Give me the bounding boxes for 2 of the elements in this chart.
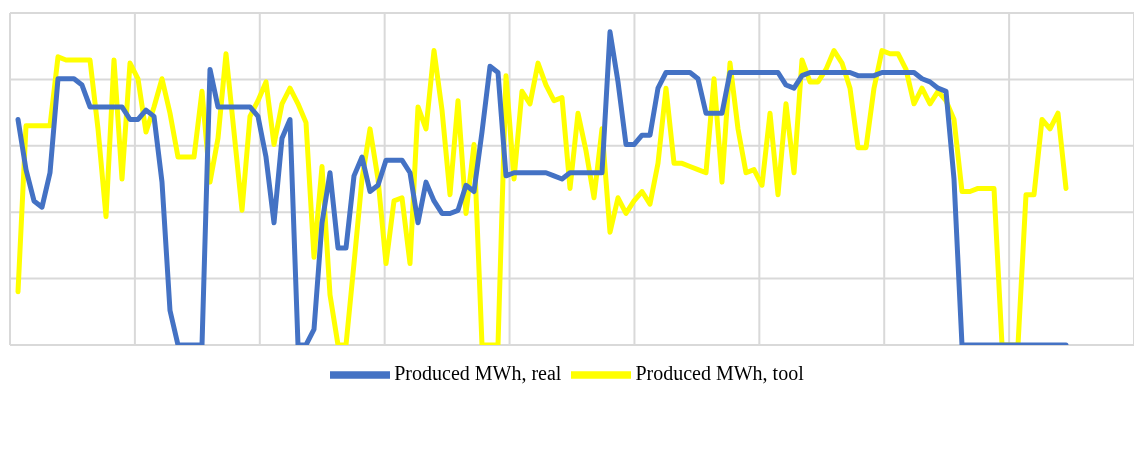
legend-label: Produced MWh, tool — [635, 361, 804, 384]
legend-label: Produced MWh, real — [394, 361, 562, 384]
